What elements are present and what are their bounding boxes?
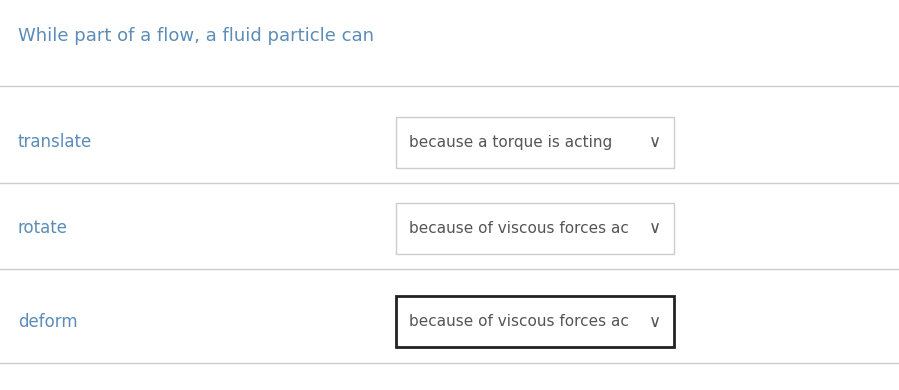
FancyBboxPatch shape — [396, 296, 674, 347]
Text: because of viscous forces ac: because of viscous forces ac — [409, 221, 629, 236]
FancyBboxPatch shape — [396, 117, 674, 168]
Text: ∨: ∨ — [648, 313, 661, 331]
Text: ∨: ∨ — [648, 133, 661, 151]
FancyBboxPatch shape — [396, 203, 674, 254]
Text: because a torque is acting: because a torque is acting — [409, 135, 612, 150]
Text: While part of a flow, a fluid particle can: While part of a flow, a fluid particle c… — [18, 27, 374, 45]
Text: rotate: rotate — [18, 219, 68, 237]
Text: deform: deform — [18, 313, 77, 331]
Text: because of viscous forces ac: because of viscous forces ac — [409, 314, 629, 329]
Text: ∨: ∨ — [648, 219, 661, 237]
Text: translate: translate — [18, 133, 93, 151]
